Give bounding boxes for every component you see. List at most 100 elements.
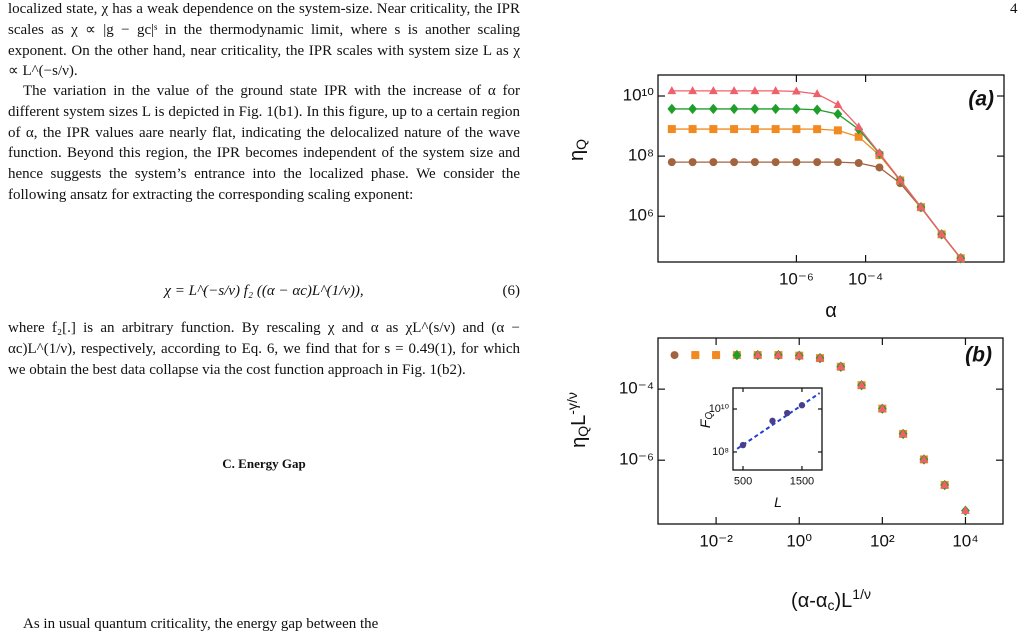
marker [691,351,700,360]
marker [667,103,677,115]
paragraph: The variation in the value of the ground… [8,83,520,203]
marker [771,103,781,115]
equation-number: (6) [502,283,521,299]
label-part: L [568,415,590,426]
plot-frame [657,337,1004,525]
x-tick-label: 10⁻⁴ [848,269,883,288]
marker [836,361,846,370]
x-tick-label: 10⁻⁶ [779,269,814,288]
x-tick-label: 500 [734,475,752,487]
marker [709,158,718,167]
marker [854,122,864,131]
marker [739,441,747,449]
marker [956,253,966,262]
label-part: (α-α [791,590,827,612]
label-part: L [774,494,782,510]
marker [709,125,718,134]
marker [895,175,905,184]
marker [667,86,677,95]
marker [961,505,970,514]
marker [833,99,843,108]
section-heading: C. Energy Gap [222,456,306,471]
marker [792,86,801,95]
marker [877,403,887,412]
panel-label: (a) [968,88,994,111]
x-tick-label: 10⁻² [699,531,733,550]
fit-line [736,392,821,450]
label-part: α [825,300,837,322]
marker [730,158,739,167]
axis-label: α [825,300,837,322]
axis-label: FQ [697,412,715,429]
marker [919,454,929,463]
marker [916,202,926,211]
marker [750,158,759,167]
subscript: c [827,597,834,613]
marker [771,125,780,134]
y-tick-label: 10⁻⁶ [619,450,654,469]
marker [815,353,825,362]
marker [688,125,697,134]
subscript: Q [704,412,715,420]
marker [708,86,718,95]
marker [750,125,759,134]
marker [667,158,676,167]
label-part: F [697,418,713,428]
marker [792,103,801,115]
x-tick-label: 1500 [790,475,814,487]
marker [712,351,721,360]
marker [771,86,781,95]
x-tick-label: 10⁰ [786,531,812,550]
subscript: Q [573,139,589,150]
y-tick-label: 10⁸ [712,446,729,458]
marker [729,86,739,95]
marker [792,125,801,134]
marker [833,108,843,120]
marker [857,380,866,389]
marker [812,104,822,115]
marker [688,86,697,95]
axis-label: L [774,494,782,510]
marker [792,158,801,167]
marker [875,148,884,157]
marker [769,417,776,425]
marker [813,125,822,134]
marker [833,158,842,167]
y-tick-label: 10⁻⁴ [619,379,654,398]
axis-label: (α-αc)L1/ν [791,586,871,612]
superscript: 1/ν [852,586,871,602]
page-number: 4 [1010,1,1018,17]
marker [812,89,822,98]
panel-label: (b) [965,344,992,367]
marker [688,103,697,115]
axis-label: ηQL-γ/ν [564,392,590,448]
paragraph: As in usual quantum criticality, the ene… [23,616,379,632]
marker [833,126,842,135]
marker [730,125,739,134]
marker [794,350,804,359]
marker [774,350,783,359]
x-tick-label: 10⁴ [952,531,978,550]
marker [729,103,739,115]
marker [732,349,742,361]
marker [667,125,676,134]
marker [854,132,863,141]
marker [708,103,718,115]
x-tick-label: 10² [870,531,895,550]
marker [798,402,806,409]
marker [898,429,908,438]
plot-frame [657,74,1005,263]
marker [784,409,791,417]
marker [813,158,822,167]
subscript: Q [575,426,591,437]
marker [940,480,950,489]
paragraph: localized state, χ has a weak dependence… [8,1,520,80]
marker [750,86,760,95]
marker [750,103,760,115]
marker [854,159,863,168]
y-tick-label: 10⁸ [628,146,654,165]
superscript: -γ/ν [564,392,580,415]
equation: χ = L^(−s/ν) f₂ ((α − αc)L^(1/ν)), [164,283,364,299]
